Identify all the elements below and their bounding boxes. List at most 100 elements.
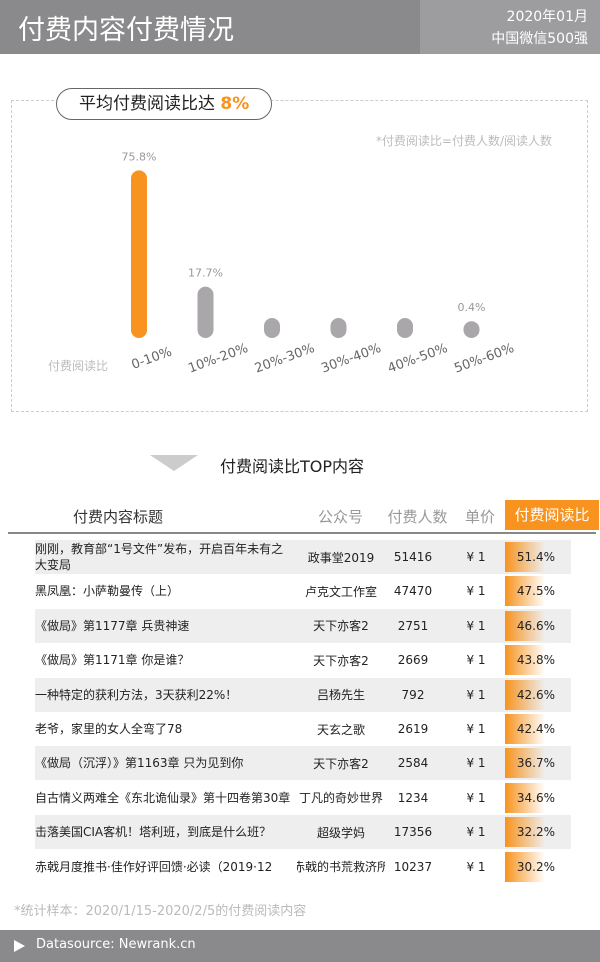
table-cell: 一种特定的获利方法，3天获利22%！ [35, 687, 238, 702]
ratio-bar [505, 576, 545, 607]
table-cell: 32.2% [516, 825, 555, 840]
table-cell: 34.6% [516, 790, 555, 805]
ratio-bar [505, 679, 545, 710]
table-cell: 30.2% [516, 859, 555, 874]
ratio-bar [505, 610, 545, 641]
footer-icon [14, 940, 25, 952]
bar [463, 321, 480, 338]
table-cell: 47470 [393, 584, 433, 599]
table-cell: ¥ 1 [466, 687, 486, 702]
x-tick-label: 30%-40% [319, 341, 383, 376]
table-cell: 超级学妈 [316, 825, 365, 840]
table-cell: 792 [401, 687, 425, 702]
table-cell: 17356 [393, 825, 433, 840]
table-cell: 天玄之歌 [316, 722, 365, 737]
ratio-bar [505, 782, 545, 813]
table-title: 付费阅读比TOP内容 [220, 457, 365, 476]
ratio-bar [505, 748, 545, 779]
table-cell: 47.5% [516, 584, 555, 599]
ratio-bar [505, 542, 545, 572]
chart-title: 平均付费阅读比达 8% [56, 88, 273, 120]
table-cell: 老爷，家里的女人全弯了78 [35, 722, 183, 736]
value-label: 0.4% [458, 301, 486, 314]
ratio-bar [505, 714, 545, 744]
table-cell: 2584 [397, 756, 429, 771]
column-header: 公众号 [317, 508, 363, 526]
ratio-bar [505, 851, 545, 882]
table-cell: 击落美国CIA客机！塔利班，到底是什么班？ [35, 825, 272, 840]
table-cell: 卢克文工作室 [304, 584, 377, 599]
table-row: 刚刚，教育部“1号文件”发布，开启百年未有之大变局 政事堂2019 51416 ¥ 1… [35, 540, 571, 574]
table-cell: 黑凤凰：小萨勒曼传（上） [35, 584, 180, 599]
highlight: 8% [220, 94, 250, 114]
column-header: 付费内容标题 [72, 508, 163, 526]
table-cell: 赤戟月度推书·佳作好评回馈·必读（2019·12 [35, 859, 273, 874]
table-cell: 天下亦客2 [313, 756, 369, 771]
source: Datasource: Newrank.cn [36, 937, 196, 952]
table-cell: ¥ 1 [466, 618, 486, 633]
table-cell: 46.6% [516, 618, 555, 633]
table-cell: 《做局》第1171章 你是谁？ [35, 653, 190, 668]
footnote: *统计样本：2020/1/15-2020/2/5的付费阅读内容 [14, 904, 307, 919]
table-cell: 天下亦客2 [313, 653, 369, 668]
table-cell: 2669 [397, 653, 429, 668]
table-cell: 1234 [397, 790, 429, 805]
ratio-bar [505, 817, 545, 848]
table-row: 击落美国CIA客机！塔利班，到底是什么班？ 超级学妈 17356 ¥ 1 32.2% [35, 815, 571, 850]
table-cell: ¥ 1 [466, 859, 486, 874]
chart-note: *付费阅读比=付费人数/阅读人数 [375, 134, 552, 148]
x-tick-label: 10%-20% [186, 341, 250, 376]
x-tick-label: 40%-50% [386, 341, 450, 376]
table-cell: 吕杨先生 [316, 688, 365, 703]
column-header: 付费人数 [387, 508, 448, 526]
table-cell: 43.8% [516, 653, 555, 668]
table-cell: 42.6% [516, 687, 555, 702]
table-cell: 51.4% [516, 550, 555, 564]
value-label: 17.7% [188, 267, 223, 280]
table-row: 老爷，家里的女人全弯了78 天玄之歌 2619 ¥ 1 42.4% [35, 712, 571, 746]
title-text: 平均付费阅读比达 [79, 94, 215, 114]
x-tick-label: 20%-30% [253, 341, 317, 376]
y-axis-label: 付费阅读比 [48, 359, 108, 373]
x-tick-label: 50%-60% [452, 341, 516, 376]
table-row: 《做局》第1177章 兵贵神速 天下亦客2 2751 ¥ 1 46.6% [35, 608, 571, 643]
table-cell: ¥ 1 [466, 790, 486, 805]
table-cell: 政事堂2019 [307, 550, 375, 565]
table-cell: 36.7% [516, 756, 555, 771]
table-cell: 赤戟的书荒救济所 [297, 860, 385, 875]
table-row: 赤戟月度推书·佳作好评回馈·必读（2019·12 赤戟的书荒救济所 10237 ¥ 1… [35, 850, 571, 884]
scope: 中国微信500强 [491, 31, 588, 47]
x-tick-label: 0-10% [130, 345, 174, 373]
header-side [420, 0, 600, 54]
ratio-bar [505, 645, 545, 676]
table-cell: 自古情义两难全《东北诡仙录》第十四卷第30章 [35, 790, 291, 805]
column-header: 单价 [464, 508, 495, 526]
footer-bar [0, 930, 600, 962]
chart-box [11, 100, 588, 412]
table-cell: 51416 [393, 550, 433, 564]
table-cell: 2751 [397, 618, 429, 633]
table-cell: 10237 [393, 859, 433, 874]
arrow [150, 455, 198, 471]
table-cell: 《做局（沉浮）》第1163章 只为见到你 [35, 756, 244, 771]
table-cell: 天下亦客2 [313, 619, 369, 634]
table-row: 《做局（沉浮）》第1163章 只为见到你 天下亦客2 2584 ¥ 1 36.7% [35, 746, 571, 781]
table-cell: 42.4% [516, 722, 555, 736]
table-row: 黑凤凰：小萨勒曼传（上） 卢克文工作室 47470 ¥ 1 47.5% [35, 574, 571, 608]
table-cell: 丁凡的奇妙世界 [298, 791, 383, 806]
table-cell: 刚刚，教育部“1号文件”发布，开启百年未有之大变局 [35, 542, 284, 572]
bar [131, 170, 147, 338]
table-cell: 2619 [397, 722, 429, 736]
bar [264, 318, 280, 338]
page-title: 付费内容付费情况 [18, 15, 234, 46]
table-cell: ¥ 1 [466, 550, 486, 564]
table-cell: ¥ 1 [466, 653, 486, 668]
table-row: 自古情义两难全《东北诡仙录》第十四卷第30章 丁凡的奇妙世界 1234 ¥ 1 34.6… [35, 781, 571, 815]
bar [330, 318, 347, 338]
table-cell: ¥ 1 [466, 756, 486, 771]
bar [197, 286, 214, 338]
table-cell: 《做局》第1177章 兵贵神速 [35, 618, 190, 633]
value-label: 75.8% [122, 150, 157, 163]
table-cell: ¥ 1 [466, 825, 486, 840]
